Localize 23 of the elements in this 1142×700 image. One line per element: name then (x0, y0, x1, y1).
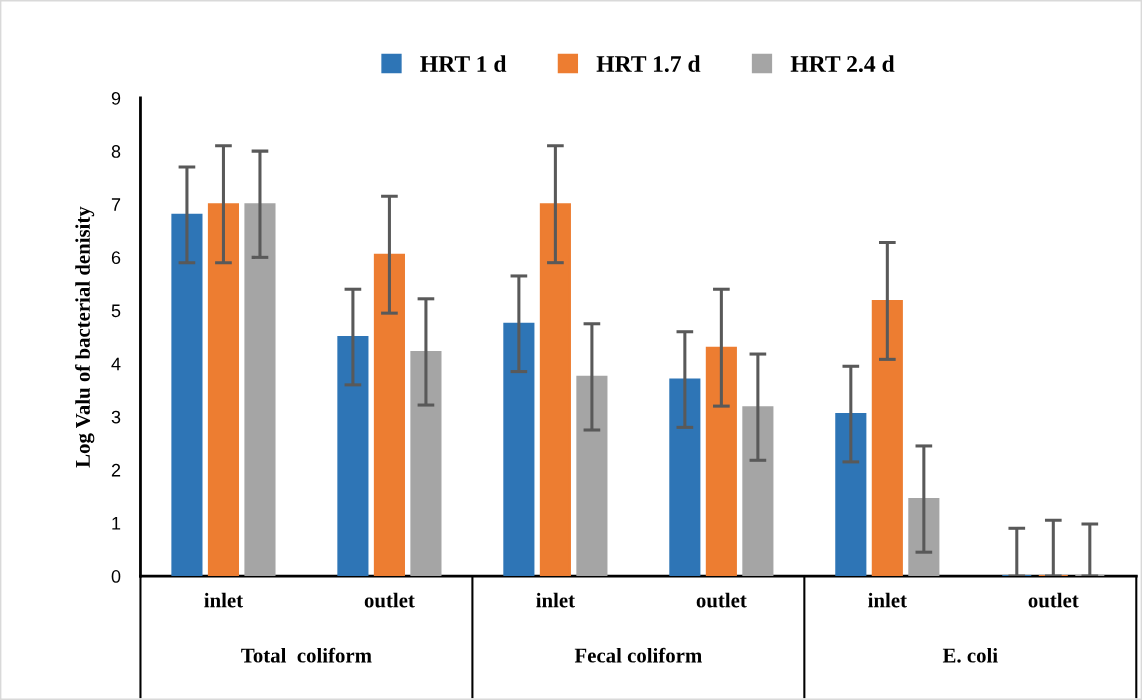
y-tick-label: 9 (111, 91, 121, 105)
y-tick-label: 3 (111, 410, 121, 424)
y-tick-label: 2 (111, 463, 121, 477)
y-tick-label: 5 (111, 304, 121, 318)
legend-label: HRT 1 d (420, 55, 507, 72)
y-tick-label: 7 (111, 198, 121, 211)
legend-label: HRT 2.4 d (790, 55, 895, 73)
x-tick-label: outlet (696, 592, 747, 608)
y-tick-label: 8 (111, 145, 121, 158)
y-axis-title: Log Valu of bacterial denisity (75, 206, 95, 468)
text: E. coli (942, 647, 998, 663)
legend-label: HRT 1.7 d (596, 55, 701, 73)
x-tick-label: inlet (868, 592, 907, 608)
y-tick-label: 0 (111, 570, 121, 583)
y-tick-label: 6 (111, 251, 121, 265)
y-tick-label: 4 (111, 357, 121, 371)
x-tick-label: inlet (536, 592, 575, 608)
text: Fecal coliform (574, 647, 702, 663)
y-tick-label: 1 (112, 517, 121, 530)
x-tick-label: inlet (204, 592, 244, 608)
text: Total coliform (241, 647, 372, 663)
x-tick-label: outlet (1028, 592, 1079, 608)
x-tick-label: outlet (364, 592, 415, 608)
